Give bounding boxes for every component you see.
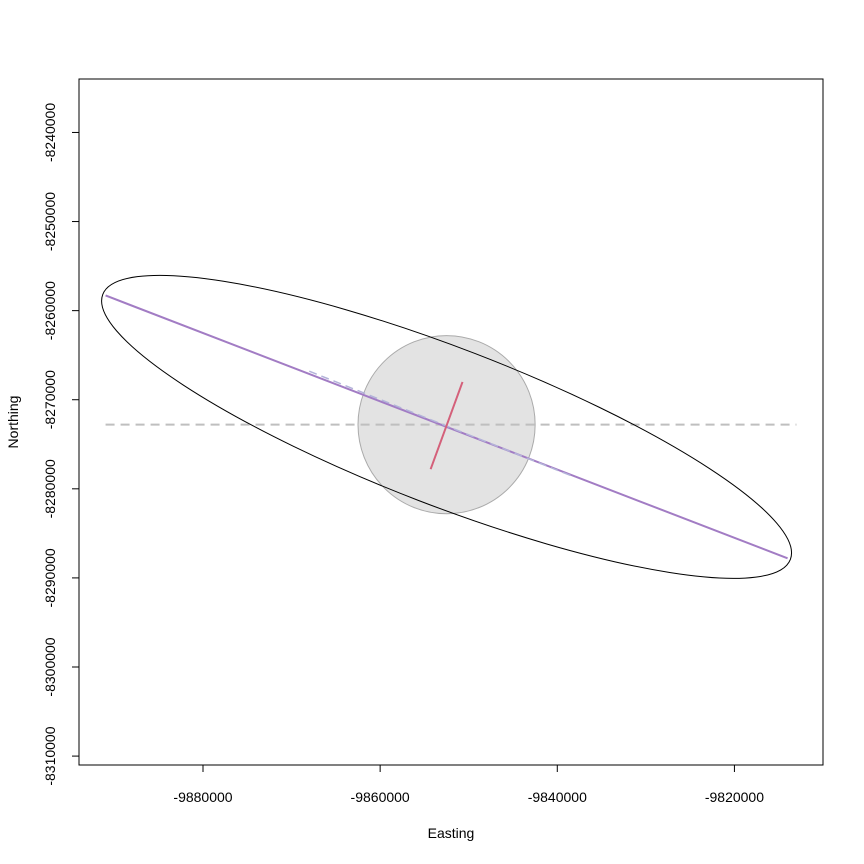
y-tick-label: -8290000: [42, 548, 58, 607]
x-tick-label: -9840000: [528, 789, 587, 805]
x-tick-label: -9880000: [173, 789, 232, 805]
minor-axis-line: [429, 381, 464, 470]
dashed-major-segment: [309, 370, 576, 478]
x-axis-title: Easting: [428, 825, 475, 841]
plot-area: [101, 274, 797, 579]
y-tick-label: -8280000: [42, 459, 58, 518]
y-tick-label: -8300000: [42, 637, 58, 696]
y-axis: -8240000 -8250000 -8260000 -8270000 -8280000…: [42, 103, 80, 786]
y-axis-title: Northing: [5, 396, 21, 449]
y-tick-label: -8260000: [42, 281, 58, 340]
y-tick-label: -8270000: [42, 370, 58, 429]
error-ellipse: [101, 274, 793, 579]
y-tick-label: -8310000: [42, 726, 58, 785]
y-tick-label: -8240000: [42, 103, 58, 162]
x-axis: -9880000 -9860000 -9840000 -9820000: [173, 764, 764, 805]
x-tick-label: -9860000: [351, 789, 410, 805]
x-tick-label: -9820000: [705, 789, 764, 805]
y-tick-label: -8250000: [42, 192, 58, 251]
